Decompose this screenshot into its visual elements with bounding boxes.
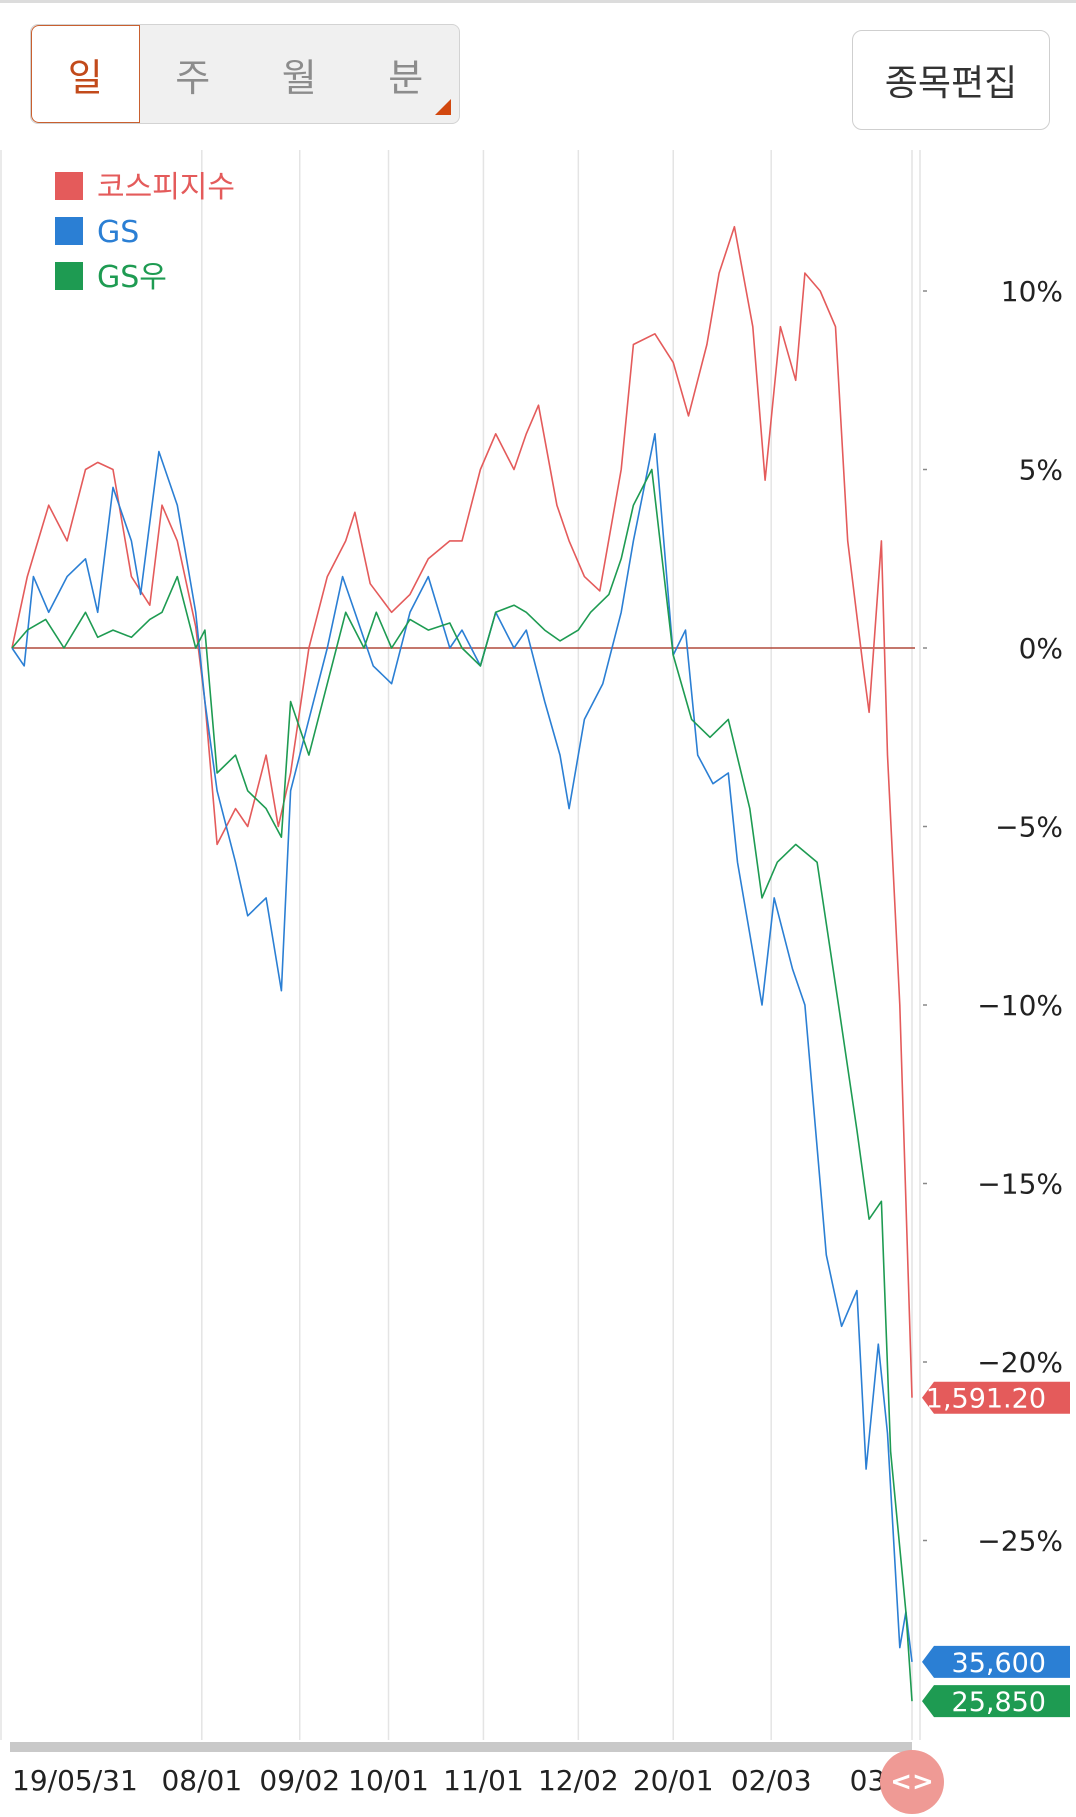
legend-swatch [55,172,83,200]
legend-swatch [55,217,83,245]
series-line-0 [11,225,913,1398]
y-tick-label: −15% [977,1168,1063,1201]
series-line-2 [11,468,913,1702]
last-value-flag [922,1685,1070,1718]
x-tick-label: 11/01 [443,1764,524,1797]
comparison-chart[interactable]: 10% 5% 0% −5% −10% −15% −20% −25% 1,591.20 35,600… [0,150,1076,1813]
last-value-flag [922,1645,1070,1678]
dropdown-corner-icon [435,99,451,115]
last-value-label: 35,600 [952,1648,1046,1679]
x-tick-label: 09/02 [259,1764,340,1797]
tab-day[interactable]: 일 [31,25,140,123]
tab-minute[interactable]: 분 [353,25,460,123]
y-tick-label: 10% [1001,275,1063,308]
legend-swatch [55,262,83,290]
y-tick-label: 0% [1019,632,1063,665]
period-selector: 일 주 월 분 [30,24,460,124]
legend-label: GS우 [97,260,167,295]
chart-scroll-handle[interactable]: <> [880,1750,944,1814]
top-divider [0,0,1076,3]
x-tick-label: 10/01 [348,1764,429,1797]
tab-month[interactable]: 월 [281,55,317,100]
edit-stocks-button[interactable]: 종목편집 [852,30,1050,130]
y-tick-label: 5% [1019,454,1063,487]
y-tick-label: −10% [977,989,1063,1022]
last-value-label: 1,591.20 [926,1384,1046,1415]
last-value-flag [922,1381,1070,1414]
x-tick-label: 08/01 [161,1764,242,1797]
x-tick-label: 19/05/31 [12,1764,138,1797]
chart-svg: 10% 5% 0% −5% −10% −15% −20% −25% 1,591.20 35,600… [0,150,1070,1797]
tab-minute-label: 분 [388,55,424,100]
legend-label: GS [97,215,139,250]
x-tick-label: 12/02 [538,1764,619,1797]
x-tick-label: 20/01 [633,1764,714,1797]
tab-week[interactable]: 주 [175,55,211,100]
y-tick-label: −5% [995,811,1063,844]
chart-scrollbar[interactable] [10,1742,912,1752]
last-value-label: 25,850 [952,1687,1046,1718]
series-line-1 [11,433,913,1662]
y-tick-label: −25% [977,1525,1063,1558]
y-tick-label: −20% [977,1346,1063,1379]
x-tick-label: 02/03 [731,1764,812,1797]
legend-label: 코스피지수 [97,170,235,205]
